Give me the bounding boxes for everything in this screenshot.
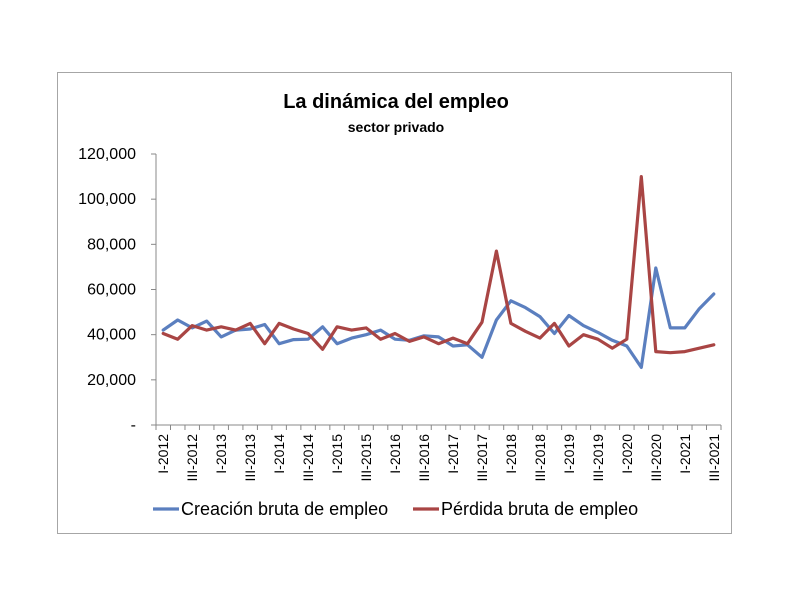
x-tick-label: III-2015 (358, 434, 374, 482)
x-tick-label: III-2018 (532, 434, 548, 482)
x-tick-label: III-2020 (648, 434, 664, 482)
y-tick-label: 120,000 (78, 146, 136, 163)
x-axis-ticks: I-2012 III-2012 I-2013 III-2013 I-2014 III-20… (155, 425, 722, 481)
x-tick-label: I-2016 (387, 434, 403, 474)
x-tick-label: III-2019 (590, 434, 606, 482)
x-tick-label: I-2021 (677, 434, 693, 474)
y-tick-label: 20,000 (87, 372, 136, 389)
chart-axes (155, 154, 721, 426)
y-tick-label: 80,000 (87, 236, 136, 253)
chart-frame: La dinámica del empleo sector privado - 2… (57, 72, 732, 534)
y-tick-label: 60,000 (87, 282, 136, 299)
x-tick-label: I-2018 (503, 434, 519, 474)
x-tick-label: III-2012 (184, 434, 200, 482)
x-tick-label: III-2021 (706, 434, 722, 482)
x-tick-label: III-2016 (416, 434, 432, 482)
x-tick-label: I-2014 (271, 434, 287, 474)
y-tick-label: 100,000 (78, 191, 136, 208)
chart-title: La dinámica del empleo (283, 91, 509, 113)
x-tick-label: I-2013 (213, 434, 229, 474)
x-tick-label: I-2020 (619, 434, 635, 474)
x-tick-label: I-2017 (445, 434, 461, 474)
chart-legend: Creación bruta de empleo Pérdida bruta de… (153, 499, 638, 519)
y-axis-ticks: - 20,000 40,000 60,000 80,000 100,000 120,000 (78, 146, 156, 434)
y-tick-label: 40,000 (87, 327, 136, 344)
x-tick-label: III-2017 (474, 434, 490, 482)
x-tick-label: I-2012 (155, 434, 171, 474)
x-tick-label: III-2014 (300, 434, 316, 482)
series-line-2 (161, 174, 716, 355)
x-tick-label: III-2013 (242, 434, 258, 482)
x-tick-label: I-2015 (329, 434, 345, 474)
y-tick-label: - (131, 417, 136, 434)
chart-subtitle: sector privado (348, 119, 444, 135)
legend-label: Pérdida bruta de empleo (441, 499, 638, 519)
x-tick-label: I-2019 (561, 434, 577, 474)
series-lines (161, 174, 716, 369)
chart-area: La dinámica del empleo sector privado - 2… (78, 91, 722, 519)
legend-label: Creación bruta de empleo (181, 499, 388, 519)
